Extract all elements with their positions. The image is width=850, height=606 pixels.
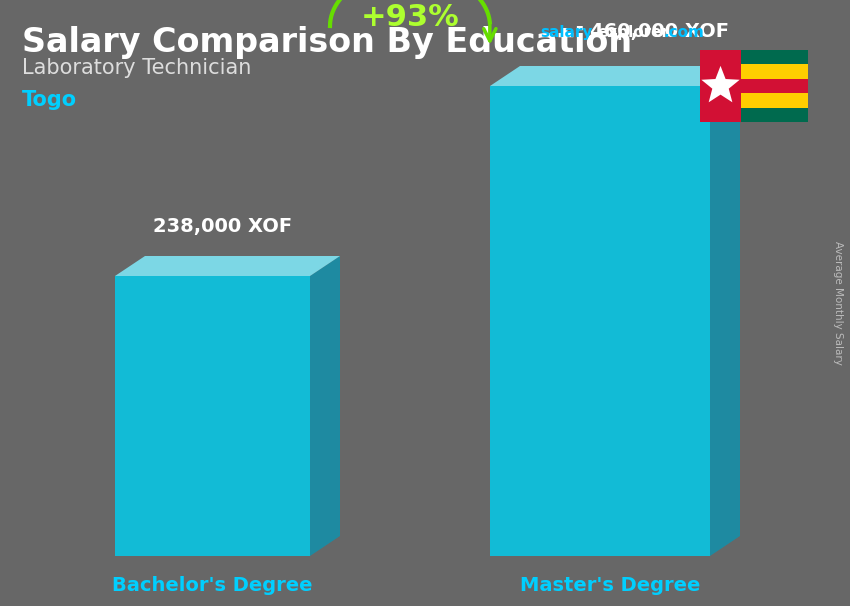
Text: Laboratory Technician: Laboratory Technician	[22, 58, 252, 78]
Text: salary: salary	[540, 25, 592, 40]
Polygon shape	[701, 66, 740, 102]
Polygon shape	[490, 66, 740, 86]
Text: Master's Degree: Master's Degree	[520, 576, 700, 595]
Text: Bachelor's Degree: Bachelor's Degree	[112, 576, 313, 595]
Text: 238,000 XOF: 238,000 XOF	[153, 217, 292, 236]
Polygon shape	[310, 256, 340, 556]
Bar	[700, 50, 741, 122]
Text: 460,000 XOF: 460,000 XOF	[591, 22, 729, 41]
Text: Togo: Togo	[22, 90, 77, 110]
Polygon shape	[115, 256, 340, 276]
Polygon shape	[115, 276, 310, 556]
Polygon shape	[490, 86, 710, 556]
Bar	[700, 79, 808, 93]
Bar	[700, 108, 808, 122]
Bar	[700, 50, 808, 64]
Polygon shape	[710, 66, 740, 556]
Text: .com: .com	[664, 25, 705, 40]
Text: Average Monthly Salary: Average Monthly Salary	[833, 241, 843, 365]
Text: Salary Comparison By Education: Salary Comparison By Education	[22, 26, 632, 59]
Bar	[700, 93, 808, 108]
Bar	[700, 64, 808, 79]
Text: explorer: explorer	[597, 25, 669, 40]
Text: +93%: +93%	[360, 4, 459, 33]
